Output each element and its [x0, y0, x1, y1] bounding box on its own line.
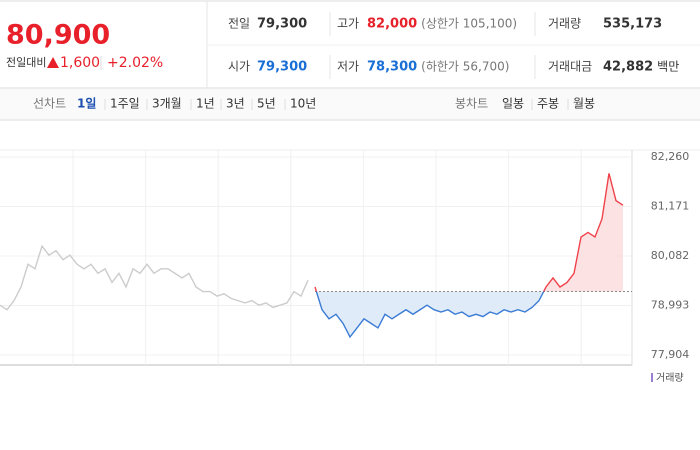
stat-value: 42,882	[603, 60, 653, 75]
stat-label: 거래량	[548, 17, 581, 31]
change-rate: +2.02%	[107, 55, 163, 71]
stat-extra: (상한가 105,100)	[421, 17, 517, 31]
tab[interactable]: 주봉	[537, 97, 559, 111]
stat-label: 저가	[337, 60, 359, 74]
stat-value: 82,000	[367, 17, 417, 32]
tab[interactable]: 일봉	[502, 97, 524, 111]
y-tick-label: 80,082	[651, 249, 690, 262]
legend-label: 거래량	[656, 372, 684, 384]
tab-group-label: 선차트	[33, 97, 66, 111]
legend-swatch	[651, 373, 653, 382]
tab[interactable]: 월봉	[573, 97, 595, 111]
stat-label: 고가	[337, 17, 359, 31]
y-tick-label: 81,171	[651, 200, 690, 213]
stat-value: 79,300	[257, 17, 307, 32]
stat-label: 시가	[228, 60, 250, 74]
tab-group-label: 봉차트	[455, 97, 488, 111]
change-label: 전일대비	[6, 55, 46, 69]
y-tick-label: 82,260	[651, 150, 690, 163]
stat-extra: (하한가 56,700)	[421, 60, 509, 74]
change: 1,600	[60, 55, 100, 71]
tab[interactable]: 1주일	[110, 97, 140, 111]
tab[interactable]: 5년	[257, 97, 276, 111]
tab[interactable]: 10년	[290, 97, 316, 111]
y-tick-label: 78,993	[651, 299, 690, 312]
tab-bar	[0, 88, 700, 120]
tab[interactable]: 3년	[226, 97, 245, 111]
price-line	[314, 173, 624, 339]
price: 80,900	[6, 20, 110, 51]
stat-value: 78,300	[367, 60, 417, 75]
stat-label: 전일	[228, 17, 250, 31]
stat-label: 거래대금	[548, 60, 592, 74]
area-fill	[315, 173, 623, 337]
y-tick-label: 77,904	[651, 348, 690, 361]
stat-value: 535,173	[603, 17, 662, 32]
up-arrow	[47, 57, 59, 68]
tab[interactable]: 3개월	[152, 97, 182, 111]
stat-value: 79,300	[257, 60, 307, 75]
tab[interactable]: 1년	[196, 97, 215, 111]
stat-extra: 백만	[657, 60, 679, 74]
tab[interactable]: 1일	[77, 97, 96, 111]
price-line	[0, 244, 309, 311]
